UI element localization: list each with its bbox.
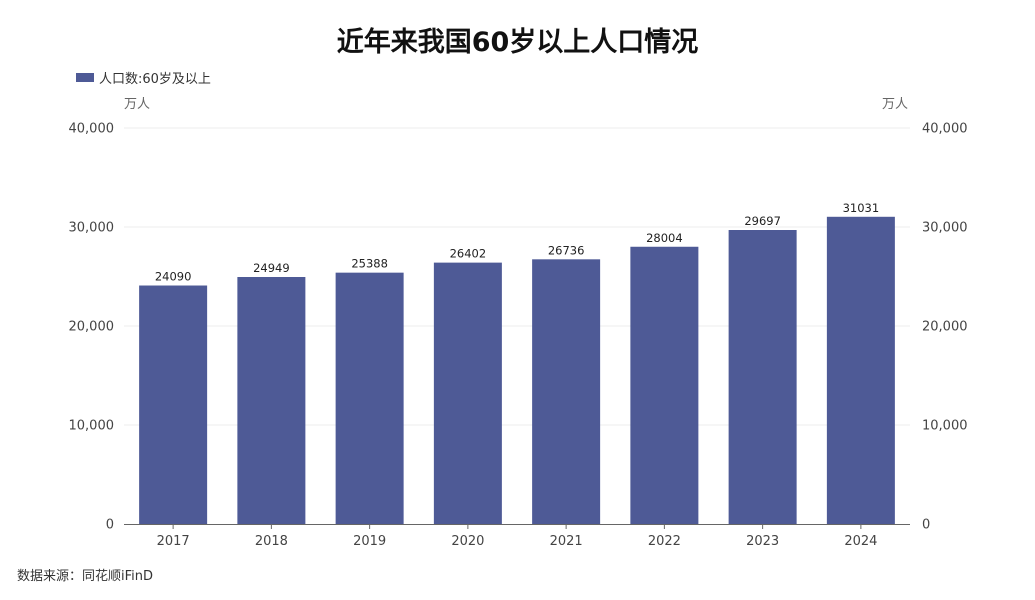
chart-legend[interactable]: 人口数:60岁及以上 [76, 68, 211, 87]
bar[interactable] [532, 259, 601, 524]
bar-value-label: 26736 [548, 243, 585, 257]
chart-title: 近年来我国60岁以上人口情况 [336, 27, 699, 58]
y-tick-label-right: 40,000 [922, 122, 968, 137]
x-tick-label: 2019 [353, 534, 386, 549]
y-tick-label-left: 30,000 [69, 221, 115, 236]
y-tick-label-right: 0 [922, 518, 930, 533]
x-tick-label: 2024 [844, 534, 877, 549]
bar[interactable] [139, 285, 208, 524]
bar-value-label: 25388 [351, 257, 388, 271]
bar-value-label: 29697 [744, 214, 781, 228]
bar[interactable] [335, 272, 404, 524]
bar-value-label: 28004 [646, 231, 683, 245]
y-tick-label-left: 40,000 [69, 122, 115, 137]
y-tick-label-left: 0 [106, 518, 114, 533]
bar[interactable] [630, 246, 699, 524]
x-tick-label: 2021 [550, 534, 583, 549]
bar-value-label: 24090 [155, 270, 192, 284]
legend-swatch [76, 73, 94, 82]
data-source: 数据来源：同花顺iFinD [17, 569, 154, 584]
bar-value-label: 26402 [450, 247, 487, 261]
bar-value-label: 24949 [253, 261, 290, 275]
bar[interactable] [433, 262, 502, 524]
y-tick-label-left: 10,000 [69, 419, 115, 434]
bar[interactable] [728, 229, 797, 524]
bar[interactable] [237, 277, 306, 524]
y-tick-label-left: 20,000 [69, 320, 115, 335]
x-tick-label: 2022 [648, 534, 681, 549]
x-tick-label: 2020 [451, 534, 484, 549]
y-tick-label-right: 10,000 [922, 419, 968, 434]
bar-value-label: 31031 [843, 201, 880, 215]
right-axis-unit: 万人 [882, 97, 909, 112]
left-axis-unit: 万人 [124, 97, 151, 112]
legend-label: 人口数:60岁及以上 [99, 72, 211, 87]
x-tick-label: 2023 [746, 534, 779, 549]
x-tick-label: 2018 [255, 534, 288, 549]
x-tick-label: 2017 [157, 534, 190, 549]
y-tick-label-right: 30,000 [922, 221, 968, 236]
y-tick-label-right: 20,000 [922, 320, 968, 335]
bar[interactable] [826, 216, 895, 525]
